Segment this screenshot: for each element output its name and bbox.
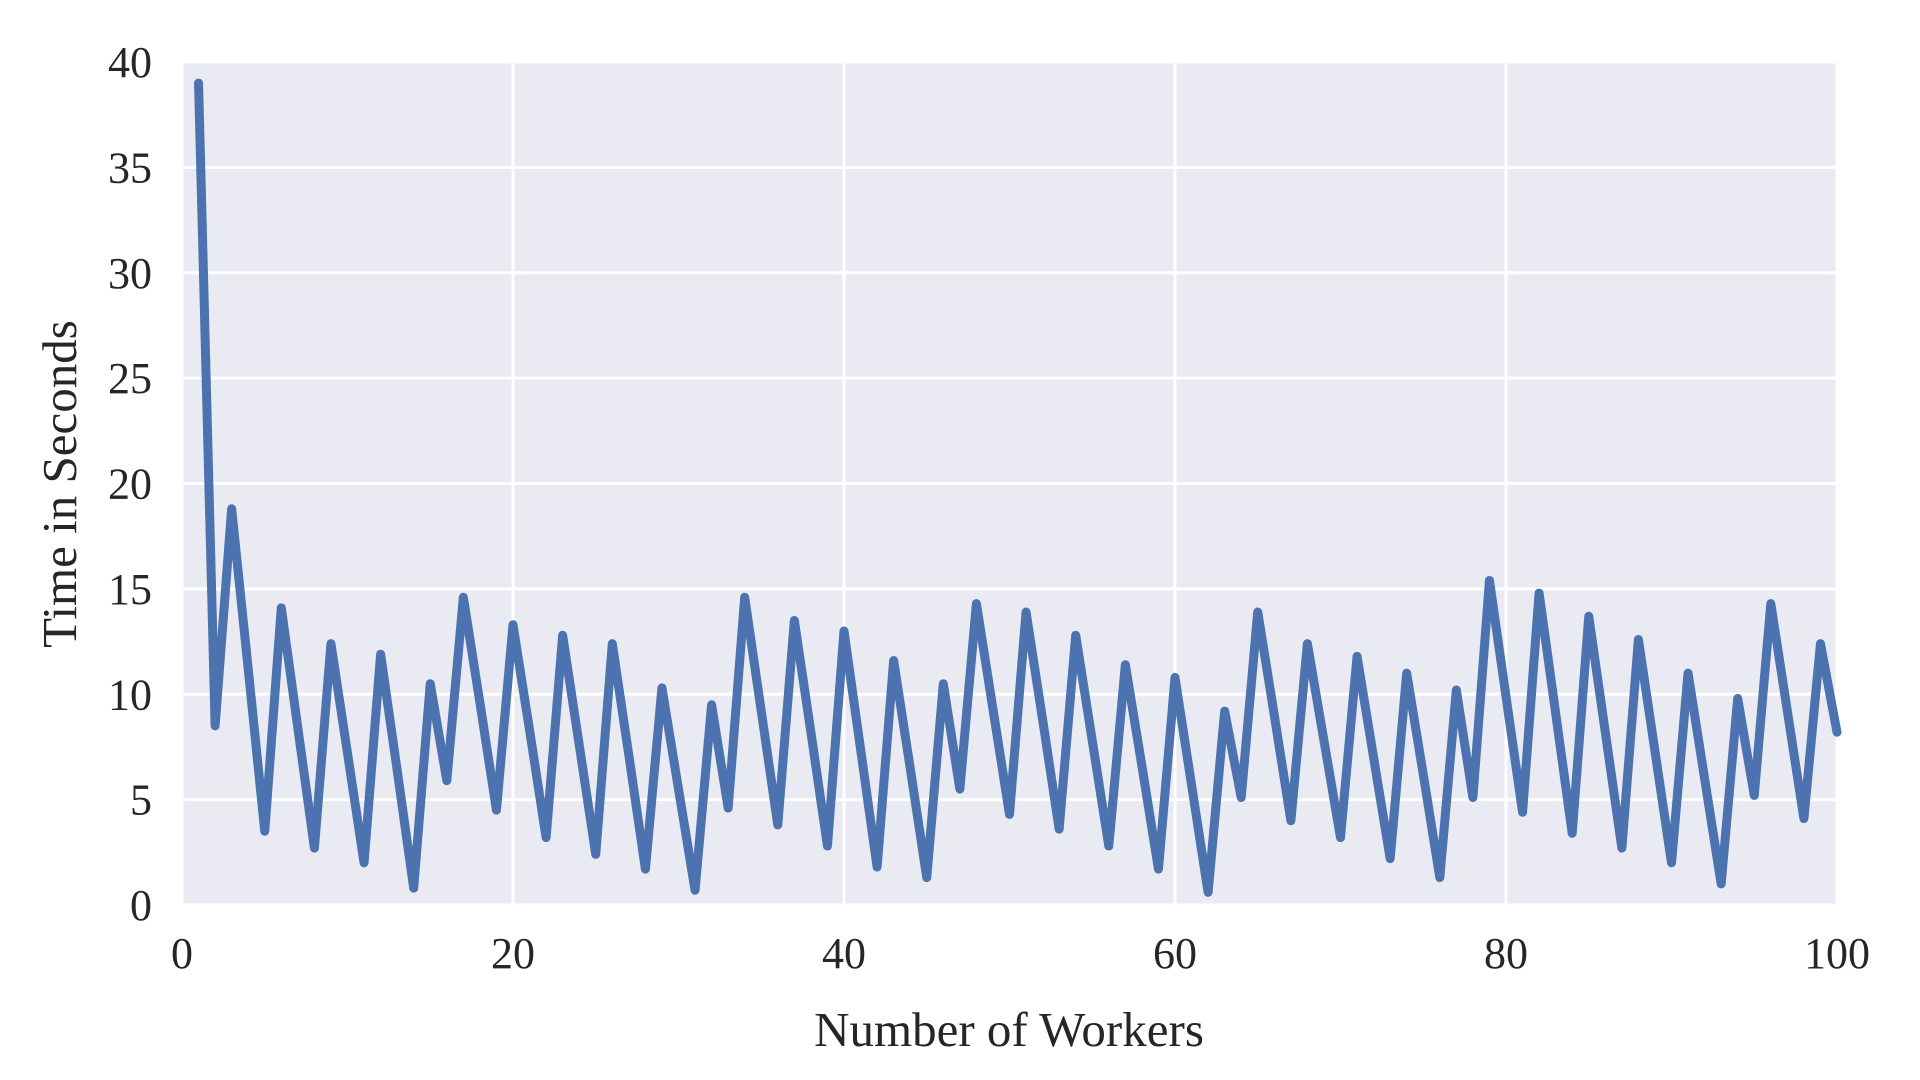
x-tick-label: 0 bbox=[171, 929, 193, 978]
x-tick-label: 80 bbox=[1484, 929, 1528, 978]
x-tick-label: 40 bbox=[822, 929, 866, 978]
y-tick-label: 0 bbox=[130, 881, 152, 930]
x-tick-label: 20 bbox=[491, 929, 535, 978]
x-tick-label: 60 bbox=[1153, 929, 1197, 978]
series-line-run-time bbox=[194, 78, 1842, 897]
y-tick-label: 40 bbox=[108, 38, 152, 87]
x-tick-label: 100 bbox=[1804, 929, 1870, 978]
y-tick-labels: 0 5 10 15 20 25 30 35 40 bbox=[108, 38, 152, 930]
y-tick-label: 20 bbox=[108, 460, 152, 509]
y-tick-label: 25 bbox=[108, 354, 152, 403]
y-tick-label: 35 bbox=[108, 143, 152, 192]
y-tick-label: 10 bbox=[108, 670, 152, 719]
y-tick-label: 30 bbox=[108, 249, 152, 298]
x-axis-label: Number of Workers bbox=[814, 1002, 1204, 1057]
series-group bbox=[194, 78, 1842, 897]
y-axis-label: Time in Seconds bbox=[32, 320, 87, 648]
y-tick-label: 5 bbox=[130, 776, 152, 825]
y-tick-label: 15 bbox=[108, 565, 152, 614]
x-tick-labels: 0 20 40 60 80 100 bbox=[171, 929, 1870, 978]
